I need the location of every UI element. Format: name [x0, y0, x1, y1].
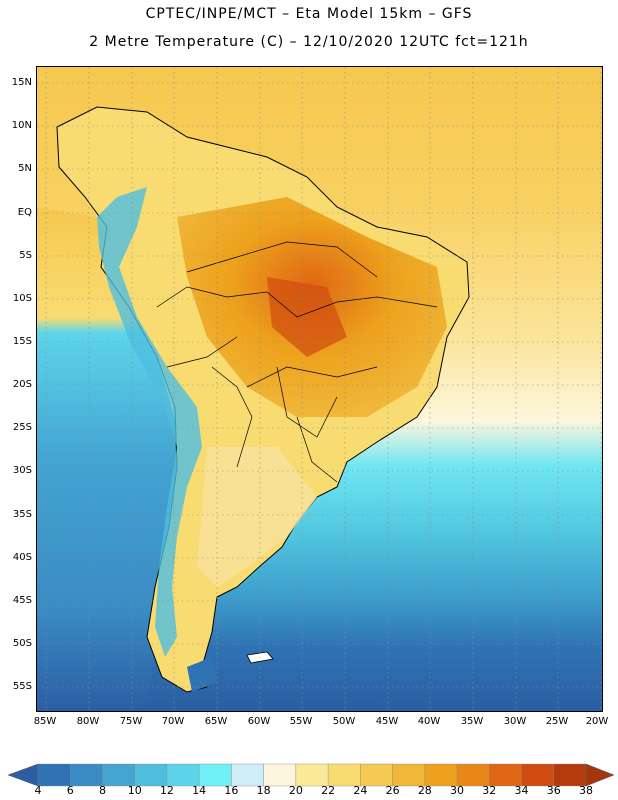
colorbar-label: 16	[224, 784, 239, 797]
colorbar-label: 30	[450, 784, 465, 797]
colorbar-cell	[521, 763, 554, 787]
lon-label: 40W	[417, 716, 441, 727]
colorbar-cell	[263, 763, 297, 787]
colorbar-arrow-left	[7, 763, 39, 787]
map-title-line1: CPTEC/INPE/MCT – Eta Model 15km – GFS	[145, 6, 473, 22]
tierra-del-fuego	[187, 657, 217, 692]
lon-label: 45W	[375, 716, 399, 727]
lat-label: 10N	[11, 120, 32, 131]
colorbar-label: 24	[353, 784, 368, 797]
lon-label: 70W	[161, 716, 185, 727]
lat-label: 15S	[12, 336, 32, 347]
colorbar-cell	[360, 763, 393, 787]
colorbar-label: 18	[256, 784, 271, 797]
lon-label: 60W	[247, 716, 271, 727]
southern-cone-region	[197, 447, 317, 587]
colorbar	[7, 763, 615, 787]
lon-label: 75W	[119, 716, 143, 727]
colorbar-cell	[424, 763, 458, 787]
colorbar-arrow-right	[585, 763, 615, 787]
hottest-core-region	[267, 277, 347, 357]
colorbar-cell	[198, 763, 232, 787]
lat-label: 10S	[12, 293, 32, 304]
colorbar-label: 28	[417, 784, 432, 797]
colorbar-label: 12	[159, 784, 174, 797]
lat-label: EQ	[17, 207, 32, 218]
country-borders	[156, 241, 438, 483]
colorbar-label: 20	[288, 784, 303, 797]
lon-label: 30W	[503, 716, 527, 727]
lat-label: 40S	[12, 552, 32, 563]
lon-label: 65W	[204, 716, 228, 727]
map-title-line2: 2 Metre Temperature (C) – 12/10/2020 12U…	[89, 34, 529, 50]
colorbar-label: 26	[385, 784, 400, 797]
colorbar-label: 32	[482, 784, 497, 797]
colorbar-label: 34	[514, 784, 529, 797]
colorbar-label: 22	[321, 784, 336, 797]
colorbar-cell	[166, 763, 200, 787]
lat-label: 20S	[12, 379, 32, 390]
lat-label: 50S	[12, 638, 32, 649]
colorbar-cell	[37, 763, 71, 787]
colorbar-cell	[456, 763, 490, 787]
colorbar-label: 8	[98, 784, 106, 797]
colorbar-cell	[134, 763, 168, 787]
colorbar-label: 36	[546, 784, 561, 797]
colorbar-label: 6	[66, 784, 74, 797]
lat-label: 15N	[11, 77, 32, 88]
lat-label: 5S	[19, 250, 32, 261]
lon-label: 55W	[289, 716, 313, 727]
colorbar-label: 10	[127, 784, 142, 797]
lat-label: 5N	[18, 163, 32, 174]
temperature-map	[36, 66, 603, 712]
lon-label: 50W	[332, 716, 356, 727]
colorbar-cell	[102, 763, 135, 787]
lon-label: 25W	[545, 716, 569, 727]
lon-label: 20W	[585, 716, 609, 727]
colorbar-cell	[392, 763, 426, 787]
colorbar-label: 4	[34, 784, 42, 797]
lat-label: 55S	[12, 681, 32, 692]
lat-label: 45S	[12, 595, 32, 606]
colorbar-cell	[553, 763, 587, 787]
colorbar-cell	[295, 763, 329, 787]
lon-label: 35W	[460, 716, 484, 727]
lat-label: 30S	[12, 465, 32, 476]
colorbar-cell	[70, 763, 103, 787]
colorbar-cell	[489, 763, 522, 787]
andes-cold-band	[97, 187, 202, 657]
lat-label: 35S	[12, 509, 32, 520]
graticule	[37, 67, 602, 711]
colorbar-cell	[327, 763, 361, 787]
pacific-ocean-field	[37, 207, 187, 711]
map-canvas	[37, 67, 602, 711]
colorbar-label: 38	[579, 784, 593, 797]
lon-label: 80W	[76, 716, 100, 727]
colorbar-label: 14	[192, 784, 207, 797]
colorbar-cell	[231, 763, 264, 787]
lat-label: 25S	[12, 422, 32, 433]
lon-label: 85W	[33, 716, 57, 727]
